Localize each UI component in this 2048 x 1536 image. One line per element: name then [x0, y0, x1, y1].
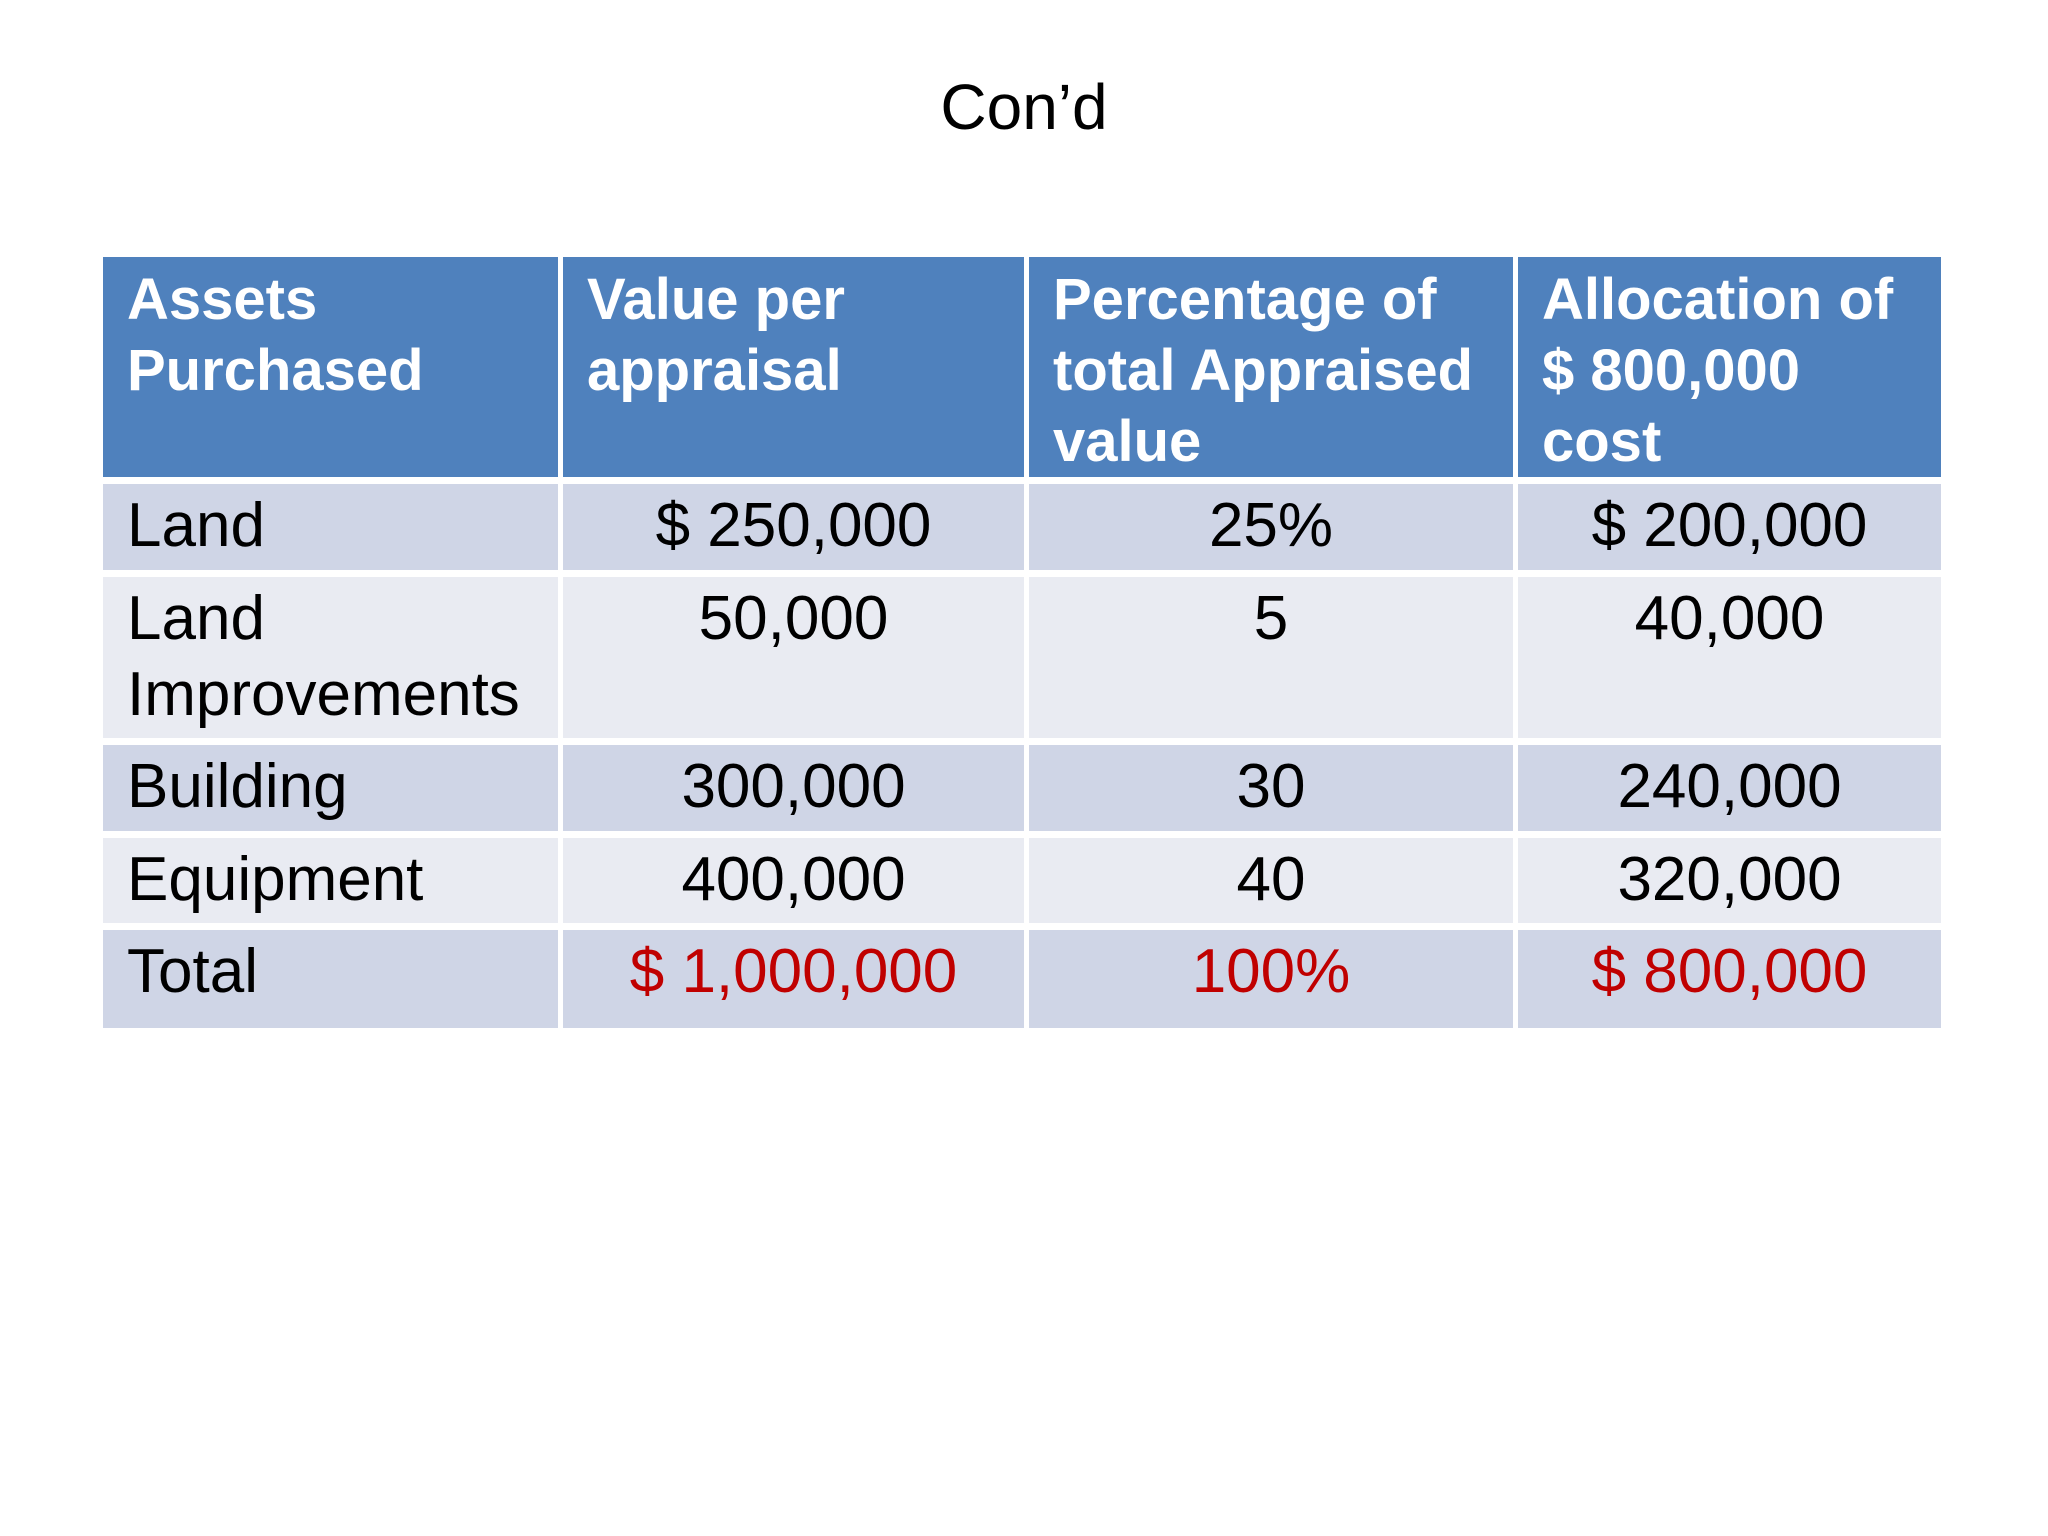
appraisal-value-cell: $ 1,000,000 [563, 930, 1029, 1029]
asset-name-cell: Building [103, 745, 563, 838]
percentage-cell: 30 [1029, 745, 1518, 838]
assets-allocation-table: Assets Purchased Value per appraisal Per… [103, 257, 1941, 1029]
table-row: Building 300,000 30 240,000 [103, 745, 1941, 838]
percentage-cell: 5 [1029, 576, 1518, 746]
percentage-cell: 100% [1029, 930, 1518, 1029]
header-row: Assets Purchased Value per appraisal Per… [103, 257, 1941, 485]
column-header-assets-purchased: Assets Purchased [103, 257, 563, 485]
table-row: Land Improvements 50,000 5 40,000 [103, 576, 1941, 746]
asset-name-cell: Equipment [103, 837, 563, 931]
allocation-cell: 320,000 [1518, 837, 1941, 931]
allocation-cell: 40,000 [1518, 576, 1941, 746]
table-row: Total $ 1,000,000 100% $ 800,000 [103, 930, 1941, 1029]
appraisal-value-cell: 50,000 [563, 576, 1029, 746]
percentage-cell: 25% [1029, 484, 1518, 577]
table-row: Equipment 400,000 40 320,000 [103, 837, 1941, 931]
asset-name-cell: Land Improvements [103, 576, 563, 746]
page-title: Con’d [940, 71, 1108, 143]
column-header-value-per-appraisal: Value per appraisal [563, 257, 1029, 485]
table-row: Land $ 250,000 25% $ 200,000 [103, 484, 1941, 577]
percentage-cell: 40 [1029, 837, 1518, 931]
appraisal-value-cell: 400,000 [563, 837, 1029, 931]
asset-name-cell: Land [103, 484, 563, 577]
column-header-allocation-of-cost: Allocation of $ 800,000 cost [1518, 257, 1941, 485]
allocation-cell: $ 200,000 [1518, 484, 1941, 577]
appraisal-value-cell: $ 250,000 [563, 484, 1029, 577]
allocation-cell: 240,000 [1518, 745, 1941, 838]
table-body: Land $ 250,000 25% $ 200,000 Land Improv… [103, 484, 1941, 1029]
table-container: Assets Purchased Value per appraisal Per… [103, 257, 1941, 1029]
column-header-percentage-of-total: Percentage of total Appraised value [1029, 257, 1518, 485]
appraisal-value-cell: 300,000 [563, 745, 1029, 838]
allocation-cell: $ 800,000 [1518, 930, 1941, 1029]
table-header: Assets Purchased Value per appraisal Per… [103, 257, 1941, 485]
asset-name-cell: Total [103, 930, 563, 1029]
